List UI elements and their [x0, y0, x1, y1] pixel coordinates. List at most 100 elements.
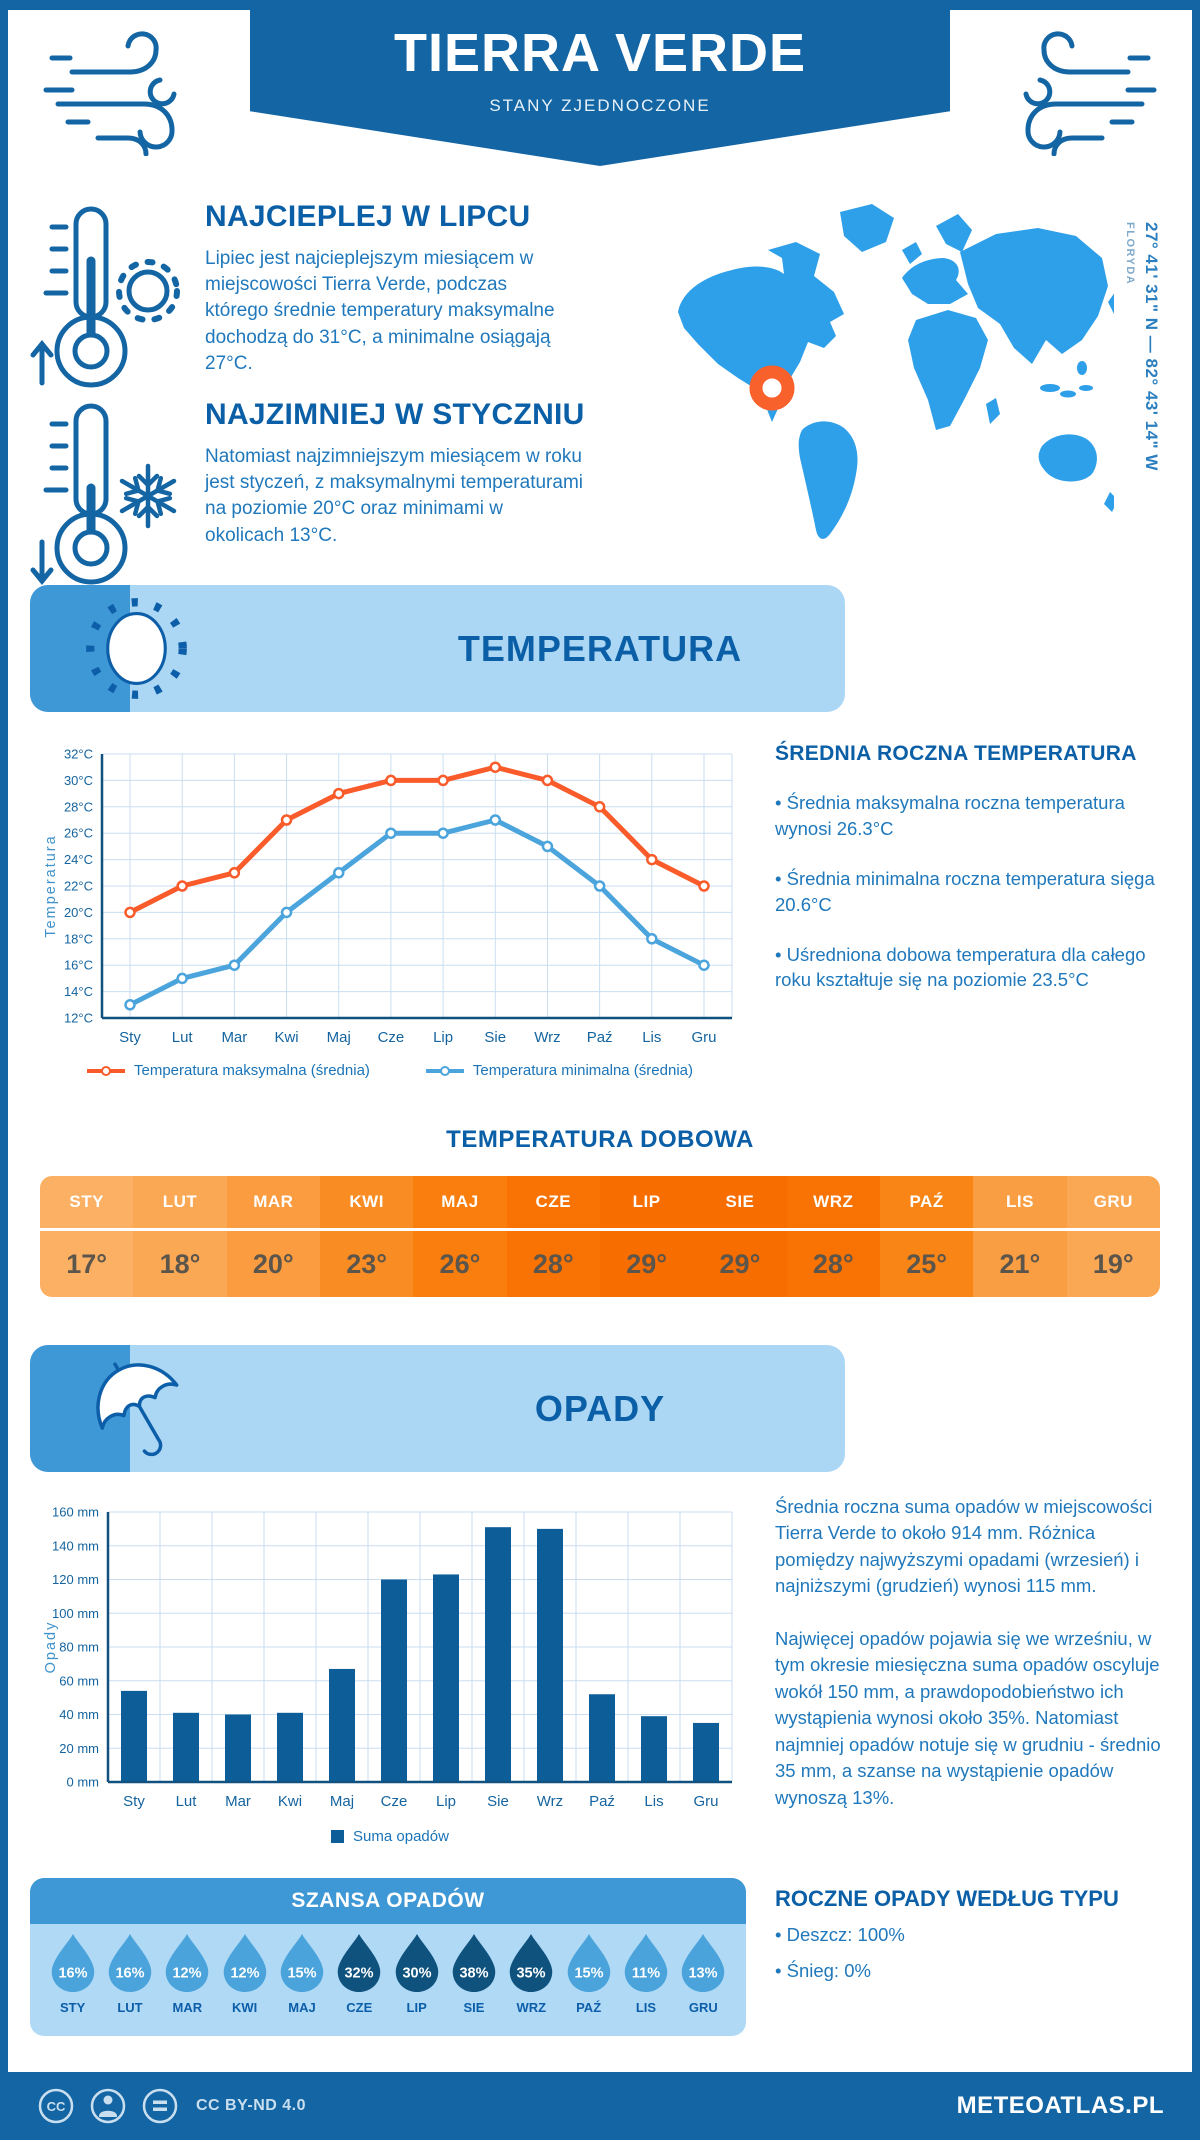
temperature-value: 29° — [693, 1228, 787, 1297]
by-type-bullets: • Deszcz: 100% • Śnieg: 0% — [775, 1922, 1173, 1984]
raindrop-icon: 16% — [108, 1934, 152, 1992]
table-column: LUT 18° — [133, 1176, 227, 1297]
temperature-value: 19° — [1066, 1228, 1160, 1297]
by-type-bullet: • Deszcz: 100% — [775, 1924, 905, 1945]
month-label: LIS — [635, 2000, 657, 2015]
by-type-bullet: • Śnieg: 0% — [775, 1959, 871, 1981]
precipitation-section-title: OPADY — [534, 1388, 666, 1429]
legend-marker — [331, 1830, 345, 1843]
title-banner: TIERRA VERDE STANY ZJEDNOCZONE — [250, 0, 950, 166]
temperature-section-band — [30, 585, 845, 712]
chance-item: 13% GRU — [675, 1934, 732, 2036]
table-column: CZE 28° — [506, 1176, 600, 1297]
temperature-value: 28° — [506, 1228, 600, 1297]
precipitation-chance-panel: SZANSA OPADÓW 16% STY 16% LUT 12% MAR — [30, 1878, 746, 2036]
legend-label: Temperatura maksymalna (średnia) — [133, 1062, 370, 1079]
svg-text:Lip: Lip — [433, 1029, 453, 1046]
precipitation-summary: Średnia roczna suma opadów w miejscowośc… — [775, 1494, 1173, 1811]
month-label: STY — [69, 1192, 104, 1211]
svg-text:Opady: Opady — [43, 1621, 59, 1674]
svg-text:32%: 32% — [345, 1966, 374, 1982]
temperature-value: 26° — [413, 1228, 507, 1297]
svg-text:28°C: 28°C — [64, 799, 93, 814]
svg-text:Gru: Gru — [693, 1793, 718, 1810]
coldest-heading: NAJZIMNIEJ W STYCZNIU — [205, 398, 585, 431]
precipitation-paragraph: Najwięcej opadów pojawia się we wrześniu… — [775, 1627, 1161, 1808]
svg-text:Mar: Mar — [221, 1029, 247, 1046]
legend-item: Suma opadów — [331, 1828, 449, 1845]
svg-text:30%: 30% — [402, 1966, 431, 1982]
chance-item: 12% KWI — [216, 1934, 273, 2036]
table-column: PAŹ 25° — [879, 1176, 974, 1297]
temperature-chart: 12°C 14°C 16°C 18°C 20°C 22°C 24°C 26°C 28°C 30°C… — [40, 732, 740, 1052]
svg-text:12%: 12% — [230, 1966, 259, 1982]
temperature-summary: ŚREDNIA ROCZNA TEMPERATURA • Średnia mak… — [775, 742, 1170, 993]
svg-text:24°C: 24°C — [64, 852, 93, 867]
svg-text:18°C: 18°C — [64, 931, 93, 946]
precipitation-chart: 0 mm 20 mm 40 mm 60 mm 80 mm 100 mm 120 mm 140 … — [40, 1490, 740, 1820]
svg-text:140 mm: 140 mm — [52, 1538, 99, 1553]
month-label: SIE — [463, 2000, 485, 2015]
chance-item: 32% CZE — [331, 1934, 388, 2036]
chart-element: 12°C 14°C 16°C 18°C 20°C 22°C 24°C 26°C 28°C 30°C… — [43, 747, 733, 1046]
legend-label: Temperatura minimalna (średnia) — [472, 1062, 693, 1079]
raindrop-icon: 16% — [51, 1934, 94, 1992]
month-label: WRZ — [516, 2000, 547, 2015]
raindrop-icon: 35% — [510, 1934, 553, 1992]
svg-text:14°C: 14°C — [64, 984, 93, 999]
chance-item: 35% WRZ — [503, 1934, 560, 2036]
svg-text:Cze: Cze — [381, 1793, 408, 1810]
chance-item: 15% MAJ — [273, 1934, 330, 2036]
table-column: LIP 29° — [599, 1176, 694, 1297]
svg-text:80 mm: 80 mm — [59, 1640, 99, 1655]
daily-temperature-table: STY 17° LUT 18° MAR 20° KWI 23° MAJ 26° … — [40, 1176, 1160, 1297]
chance-item: 15% PAŹ — [560, 1934, 617, 2036]
svg-text:Kwi: Kwi — [278, 1793, 302, 1810]
svg-text:38%: 38% — [459, 1966, 488, 1982]
month-label: STY — [60, 2000, 86, 2015]
chance-item: 30% LIP — [388, 1934, 445, 2036]
precipitation-paragraph: Średnia roczna suma opadów w miejscowośc… — [775, 1496, 1153, 1597]
svg-text:13%: 13% — [689, 1966, 718, 1982]
summary-bullet: • Średnia minimalna roczna temperatura s… — [775, 867, 1155, 915]
svg-text:Kwi: Kwi — [274, 1029, 298, 1046]
svg-text:Lut: Lut — [172, 1029, 194, 1046]
svg-text:Lis: Lis — [644, 1793, 663, 1810]
wind-icon — [43, 31, 177, 156]
chance-item: 38% SIE — [445, 1934, 502, 2036]
svg-text:16%: 16% — [115, 1966, 144, 1982]
precipitation-section-band — [30, 1345, 845, 1472]
temperature-value: 23° — [319, 1228, 414, 1297]
thermometer-cold-icon — [30, 403, 177, 585]
temperature-chart-legend: Temperatura maksymalna (średnia) Tempera… — [40, 1062, 740, 1079]
svg-text:20 mm: 20 mm — [59, 1741, 99, 1756]
temperature-section-title: TEMPERATURA — [457, 628, 743, 669]
temperature-summary-bullets: • Średnia maksymalna roczna temperatura … — [775, 790, 1170, 993]
table-column: MAJ 26° — [413, 1176, 507, 1297]
raindrop-icon: 11% — [624, 1934, 668, 1992]
umbrella-icon — [96, 1362, 179, 1457]
warmest-text: Lipiec jest najcieplejszym miesiącem w m… — [205, 248, 555, 374]
raindrop-icon: 30% — [395, 1934, 438, 1992]
page-subtitle: STANY ZJEDNOCZONE — [489, 96, 711, 115]
month-label: LUT — [117, 2000, 143, 2015]
warmest-heading: NAJCIEPLEJ W LIPCU — [205, 200, 531, 233]
svg-text:Sie: Sie — [487, 1793, 509, 1810]
svg-text:Sty: Sty — [123, 1793, 145, 1810]
temperature-value: 28° — [786, 1228, 880, 1297]
svg-text:32°C: 32°C — [64, 747, 93, 762]
temperature-value: 17° — [40, 1228, 134, 1297]
coldest-text: Natomiast najzimniejszym miesiącem w rok… — [205, 446, 583, 546]
month-label: MAJ — [441, 1192, 479, 1211]
temperature-value: 29° — [599, 1228, 694, 1297]
footer: CC CC BY-ND 4.0 METEOATLAS.PL — [0, 2072, 1200, 2140]
location-coordinates: FLORYDA 27° 41' 31" N — 82° 43' 14" W — [1124, 222, 1161, 471]
table-column: STY 17° — [40, 1176, 134, 1297]
coordinates-label: 27° 41' 31" N — 82° 43' 14" W — [1142, 222, 1161, 471]
svg-text:22°C: 22°C — [64, 879, 93, 894]
month-label: MAJ — [288, 2000, 316, 2015]
chance-title: SZANSA OPADÓW — [30, 1878, 746, 1924]
svg-text:Sty: Sty — [119, 1029, 141, 1046]
svg-text:Maj: Maj — [327, 1029, 351, 1046]
temperature-value: 21° — [973, 1228, 1067, 1297]
